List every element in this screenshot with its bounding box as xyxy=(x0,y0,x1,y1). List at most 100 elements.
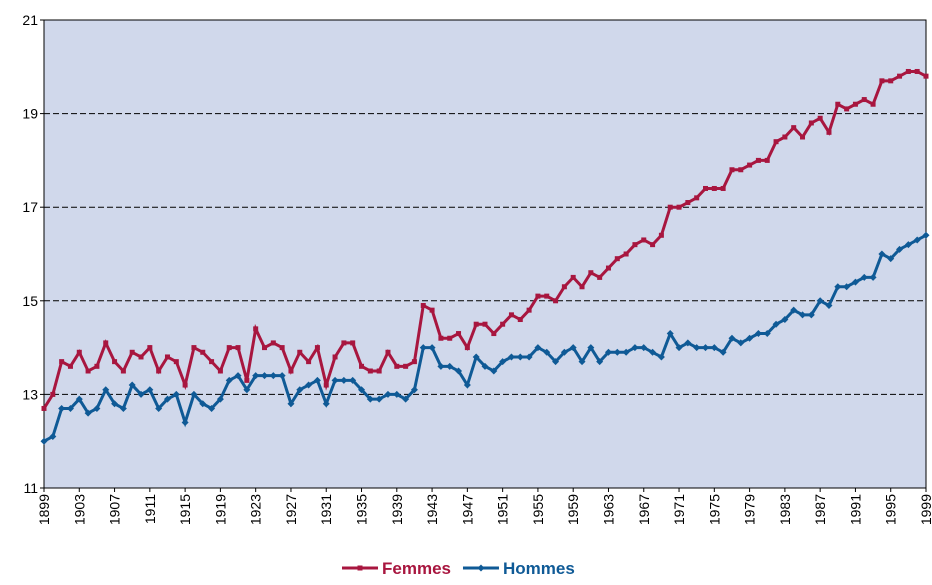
series-marker xyxy=(860,273,868,281)
series-marker xyxy=(781,316,789,324)
series-marker xyxy=(904,241,912,249)
series-marker xyxy=(694,195,700,201)
series-marker xyxy=(613,348,621,356)
series-marker xyxy=(816,297,824,305)
series-marker xyxy=(306,359,312,365)
series-marker xyxy=(923,73,929,79)
x-tick-label: 1939 xyxy=(389,494,405,525)
plot-area xyxy=(43,19,927,489)
x-tick-label: 1947 xyxy=(459,494,475,525)
series-marker xyxy=(763,330,771,338)
series-marker xyxy=(261,372,268,380)
series-marker xyxy=(358,386,366,394)
series-marker xyxy=(844,106,850,112)
series-marker xyxy=(623,251,629,257)
series-marker xyxy=(764,157,770,163)
series-marker xyxy=(93,404,101,412)
series-marker xyxy=(59,359,65,365)
series-marker xyxy=(366,395,374,403)
series-marker xyxy=(173,359,179,365)
x-tick-label: 1911 xyxy=(142,494,158,524)
series-marker xyxy=(482,321,488,327)
series-marker xyxy=(262,345,267,351)
series-marker xyxy=(297,349,303,355)
series-marker xyxy=(393,390,401,398)
series-marker xyxy=(596,358,604,366)
y-tick-label: 15 xyxy=(22,293,38,309)
legend-marker xyxy=(357,565,363,571)
series-marker xyxy=(367,368,373,374)
x-tick-label: 1987 xyxy=(812,494,828,525)
series-marker xyxy=(235,345,241,351)
series-marker xyxy=(755,157,761,163)
series-marker xyxy=(897,73,903,79)
series-marker xyxy=(419,344,427,352)
series-marker xyxy=(914,68,920,74)
series-marker xyxy=(182,382,188,388)
series-marker xyxy=(420,302,426,308)
series-marker xyxy=(720,185,726,191)
series-marker xyxy=(702,344,709,352)
series-marker xyxy=(887,255,895,263)
series-marker xyxy=(746,334,754,342)
series-marker xyxy=(252,372,260,380)
series-marker xyxy=(349,376,357,384)
series-marker xyxy=(782,134,788,140)
series-marker xyxy=(120,368,126,374)
series-marker xyxy=(569,344,577,352)
series-marker xyxy=(41,405,47,411)
x-tick-label: 1903 xyxy=(71,494,87,525)
x-tick-label: 1999 xyxy=(918,494,932,525)
series-marker xyxy=(773,139,779,145)
series-marker xyxy=(103,340,109,346)
series-marker xyxy=(675,344,683,352)
series-marker xyxy=(112,359,118,365)
series-marker xyxy=(313,376,321,384)
series-marker xyxy=(641,237,647,243)
series-marker xyxy=(754,330,762,338)
x-tick-label: 1935 xyxy=(354,494,370,525)
series-marker xyxy=(843,283,851,291)
series-marker xyxy=(499,358,507,366)
series-marker xyxy=(350,340,356,346)
series-marker xyxy=(922,231,930,239)
series-marker xyxy=(456,331,462,337)
series-marker xyxy=(614,256,620,262)
series-marker xyxy=(869,273,877,281)
y-tick-label: 17 xyxy=(22,199,38,215)
series-marker xyxy=(825,301,833,309)
series-marker xyxy=(684,339,692,347)
series-marker xyxy=(225,376,233,384)
series-marker xyxy=(172,390,180,398)
series-marker xyxy=(385,349,391,355)
series-marker xyxy=(588,270,594,276)
series-marker xyxy=(710,344,718,352)
series-marker xyxy=(209,359,215,365)
series-marker xyxy=(146,386,154,394)
series-marker xyxy=(587,344,595,352)
x-tick-label: 1995 xyxy=(883,494,899,525)
series-marker xyxy=(85,368,91,374)
series-marker xyxy=(410,386,418,394)
series-marker xyxy=(525,353,533,361)
series-marker xyxy=(359,363,365,369)
x-tick-label: 1983 xyxy=(777,494,793,525)
legend-label: Hommes xyxy=(503,559,575,578)
series-marker xyxy=(534,344,542,352)
series-marker xyxy=(544,293,550,299)
series-marker xyxy=(738,167,744,173)
series-marker xyxy=(508,312,514,318)
series-marker xyxy=(84,409,92,417)
series-marker xyxy=(199,400,207,408)
series-marker xyxy=(331,376,339,384)
series-marker xyxy=(604,348,612,356)
series-marker xyxy=(640,344,648,352)
series-marker xyxy=(200,349,206,355)
series-marker xyxy=(772,320,780,328)
series-marker xyxy=(481,362,489,370)
series-marker xyxy=(649,348,657,356)
series-marker xyxy=(632,242,638,248)
x-tick-label: 1923 xyxy=(248,494,264,525)
series-marker xyxy=(66,404,74,412)
series-marker xyxy=(560,348,568,356)
